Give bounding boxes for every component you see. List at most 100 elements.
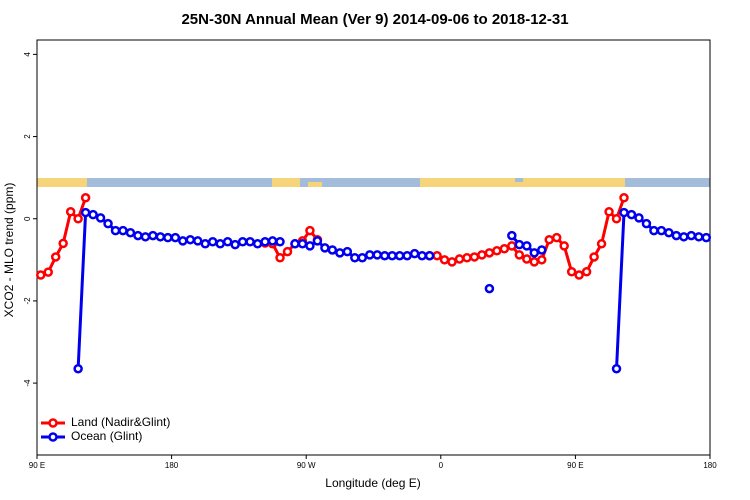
point: [514, 239, 525, 250]
point: [619, 193, 629, 203]
point: [477, 250, 487, 260]
point: [312, 236, 323, 246]
plot-frame: [36, 39, 711, 456]
point: [110, 225, 121, 236]
y-tick-label: -4: [23, 379, 32, 387]
y-tick-label: 0: [23, 216, 32, 221]
point: [589, 252, 599, 262]
point: [581, 266, 592, 277]
land-band: [272, 178, 300, 187]
point: [297, 239, 308, 249]
chart-title: 25N-30N Annual Mean (Ver 9) 2014-09-06 t…: [181, 11, 568, 28]
point: [320, 243, 330, 253]
point: [178, 236, 188, 246]
point: [73, 363, 83, 374]
ocean-band: [37, 178, 710, 187]
point: [484, 283, 495, 294]
point: [611, 363, 622, 374]
point: [65, 207, 76, 217]
point: [432, 250, 442, 261]
point: [499, 243, 510, 254]
point: [544, 234, 554, 245]
point: [507, 241, 517, 251]
point: [193, 236, 203, 246]
point: [469, 252, 480, 262]
point: [574, 270, 584, 280]
point: [514, 250, 525, 260]
point: [275, 236, 285, 247]
point: [148, 230, 158, 241]
point: [619, 207, 629, 218]
point: [559, 241, 569, 251]
land-band: [37, 178, 87, 187]
point: [43, 267, 53, 277]
point: [342, 246, 353, 257]
x-tick-label: 90 E: [29, 461, 45, 470]
point: [275, 253, 285, 263]
point: [118, 225, 128, 236]
point: [611, 213, 622, 224]
point: [604, 207, 614, 217]
point: [267, 236, 278, 246]
point: [357, 253, 368, 263]
point: [335, 248, 345, 258]
point: [73, 213, 83, 224]
point: [664, 227, 674, 238]
point: [327, 245, 338, 255]
point: [365, 250, 375, 260]
point: [80, 193, 91, 203]
legend-label: Land (Nadir&Glint): [71, 415, 170, 429]
point: [155, 232, 166, 242]
point: [701, 232, 712, 243]
x-tick-label: 180: [703, 461, 717, 470]
point: [522, 254, 532, 264]
point: [507, 230, 517, 241]
ocean-band: [515, 178, 523, 182]
point: [484, 248, 495, 258]
point: [424, 250, 435, 261]
point: [522, 241, 532, 251]
point: [671, 230, 682, 241]
point: [634, 213, 644, 223]
point: [641, 218, 652, 229]
legend-label: Ocean (Glint): [71, 429, 142, 443]
point: [140, 232, 151, 242]
point: [462, 253, 472, 263]
point: [626, 209, 637, 220]
point: [305, 225, 315, 236]
point: [88, 209, 98, 220]
point: [379, 250, 390, 261]
point: [492, 246, 502, 256]
point: [133, 230, 143, 241]
point: [394, 250, 405, 261]
legend-marker: [48, 418, 58, 428]
point: [163, 232, 173, 243]
point: [207, 236, 218, 247]
point: [305, 241, 315, 251]
point: [537, 255, 547, 265]
point: [447, 257, 457, 267]
point: [222, 236, 233, 247]
point: [454, 254, 465, 264]
point: [566, 266, 577, 277]
point: [50, 252, 61, 262]
point: [200, 239, 210, 249]
x-axis-label: Longitude (deg E): [325, 476, 420, 490]
point: [95, 213, 106, 223]
point: [245, 236, 255, 247]
point: [596, 239, 607, 249]
point: [80, 207, 91, 218]
y-axis-label: XCO2 - MLO trend (ppm): [2, 183, 16, 318]
y-tick-label: -2: [23, 297, 32, 305]
y-tick-label: 2: [23, 134, 32, 139]
point: [260, 236, 270, 247]
map-band: [37, 178, 710, 187]
point: [170, 232, 181, 243]
point: [237, 236, 248, 247]
point: [656, 225, 667, 236]
point: [537, 245, 547, 255]
point: [252, 239, 263, 249]
legend-marker: [48, 432, 58, 442]
x-tick-label: 180: [165, 461, 179, 470]
point: [439, 255, 450, 265]
